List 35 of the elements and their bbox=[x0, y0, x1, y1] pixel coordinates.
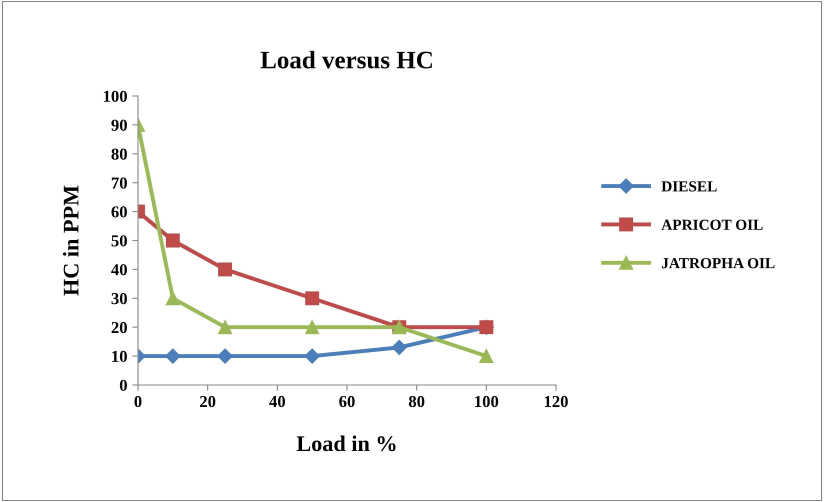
point bbox=[304, 348, 320, 364]
y-tick-label: 50 bbox=[112, 235, 127, 246]
y-tick-label: 60 bbox=[111, 206, 127, 218]
point bbox=[218, 262, 232, 276]
legend-label: JATROPHA OIL bbox=[662, 258, 775, 268]
chart-title: Load versus HC bbox=[260, 50, 432, 69]
y-tick-label: 0 bbox=[120, 380, 127, 391]
point bbox=[479, 349, 494, 364]
point bbox=[305, 291, 320, 306]
point bbox=[305, 320, 320, 334]
x-tick-label: 120 bbox=[544, 396, 568, 408]
point bbox=[166, 291, 180, 306]
point bbox=[165, 348, 180, 364]
legend-label: APRICOT OIL bbox=[661, 220, 763, 230]
y-tick-label: 100 bbox=[104, 90, 127, 102]
y-tick-label: 30 bbox=[112, 293, 127, 304]
legend-label: DIESEL bbox=[662, 181, 717, 192]
point bbox=[218, 348, 233, 364]
point bbox=[166, 234, 180, 248]
y-tick-label: 90 bbox=[111, 120, 127, 131]
y-tick-label: 40 bbox=[111, 264, 127, 276]
x-tick-label: 20 bbox=[200, 396, 216, 408]
y-axis-title: HC in PPM bbox=[62, 186, 79, 296]
x-tick-label: 100 bbox=[475, 396, 498, 408]
x-tick-label: 0 bbox=[134, 396, 142, 408]
y-tick-label: 10 bbox=[112, 350, 127, 362]
y-tick-label: 70 bbox=[112, 177, 127, 189]
point bbox=[218, 320, 232, 334]
x-tick-label: 60 bbox=[339, 396, 355, 408]
x-tick-label: 40 bbox=[269, 396, 286, 408]
point bbox=[392, 340, 407, 355]
x-tick-label: 80 bbox=[408, 396, 424, 408]
y-tick-label: 20 bbox=[112, 322, 127, 334]
y-tick-label: 80 bbox=[111, 148, 127, 160]
x-axis-title: Load in % bbox=[296, 436, 396, 452]
